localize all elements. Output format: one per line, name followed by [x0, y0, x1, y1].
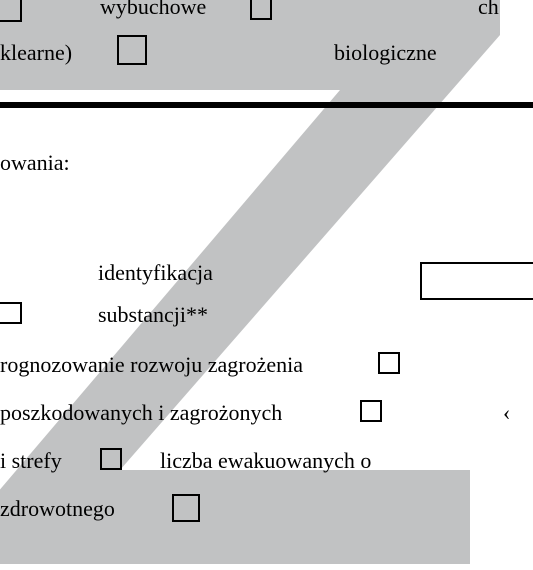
label-liczba-ewakuowanych: liczba ewakuowanych o [160, 448, 371, 474]
checkbox-prognozowanie[interactable] [378, 352, 400, 374]
label-ch-fragment: ch [478, 0, 499, 20]
checkbox-zdrowotnego[interactable] [172, 494, 200, 522]
checkbox-klearne[interactable] [117, 35, 147, 65]
label-istrefy: i strefy [0, 448, 62, 474]
label-wybuchowe: wybuchowe [100, 0, 206, 20]
checkbox-substancji-left[interactable] [0, 302, 22, 324]
label-poszkodowanych-trail: ‹ [503, 400, 510, 426]
label-substancji: substancji** [98, 302, 208, 328]
checkbox-partial-top-left[interactable] [0, 0, 22, 22]
section-title: owania: [0, 150, 70, 176]
label-poszkodowanych: poszkodowanych i zagrożonych [0, 400, 282, 426]
checkbox-wybuchowe[interactable] [250, 0, 272, 20]
label-identyfikacja: identyfikacja [98, 260, 213, 286]
label-zdrowotnego: zdrowotnego [0, 496, 115, 522]
checkbox-istrefy[interactable] [100, 448, 122, 470]
label-klearne: klearne) [0, 40, 72, 66]
label-biologiczne: biologiczne [334, 40, 437, 66]
textfield-identyfikacja[interactable] [420, 262, 533, 300]
checkbox-poszkodowanych[interactable] [360, 400, 382, 422]
section-divider [0, 102, 533, 108]
label-prognozowanie: rognozowanie rozwoju zagrożenia [0, 352, 303, 378]
